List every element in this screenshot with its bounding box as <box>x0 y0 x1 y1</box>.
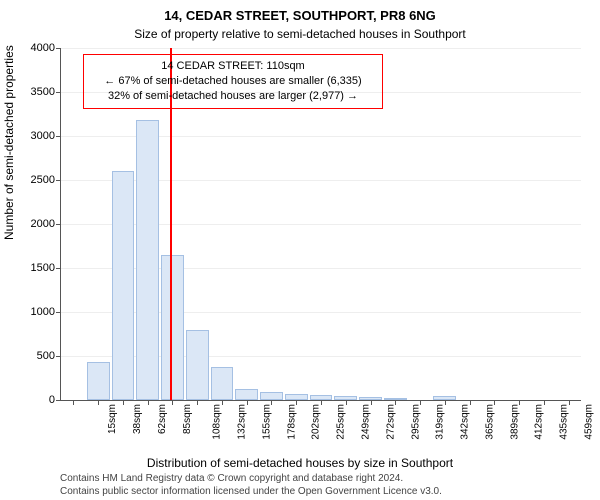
chart-subtitle: Size of property relative to semi-detach… <box>0 27 600 41</box>
x-tick-mark <box>519 400 520 405</box>
annotation-line: 32% of semi-detached houses are larger (… <box>92 89 374 104</box>
credits-line: Contains HM Land Registry data © Crown c… <box>60 473 442 486</box>
histogram-bar <box>87 362 110 400</box>
annotation-line: ← 67% of semi-detached houses are smalle… <box>92 74 374 89</box>
x-tick-label: 342sqm <box>460 404 471 440</box>
property-size-histogram: 14, CEDAR STREET, SOUTHPORT, PR8 6NG Siz… <box>0 0 600 500</box>
x-tick-label: 85sqm <box>182 404 193 434</box>
x-tick-mark <box>197 400 198 405</box>
x-tick-mark <box>569 400 570 405</box>
x-tick-label: 459sqm <box>583 404 594 440</box>
y-tick-label: 0 <box>49 394 55 406</box>
x-tick-mark <box>371 400 372 405</box>
x-tick-label: 435sqm <box>559 404 570 440</box>
histogram-bar <box>235 389 258 400</box>
annotation-box: 14 CEDAR STREET: 110sqm← 67% of semi-det… <box>83 54 383 109</box>
x-tick-label: 319sqm <box>435 404 446 440</box>
x-tick-mark <box>395 400 396 405</box>
x-tick-mark <box>494 400 495 405</box>
chart-title: 14, CEDAR STREET, SOUTHPORT, PR8 6NG <box>0 8 600 23</box>
x-tick-label: 249sqm <box>361 404 372 440</box>
x-tick-mark <box>321 400 322 405</box>
x-tick-label: 178sqm <box>286 404 297 440</box>
x-tick-mark <box>271 400 272 405</box>
x-tick-mark <box>98 400 99 405</box>
x-tick-mark <box>470 400 471 405</box>
x-tick-mark <box>420 400 421 405</box>
y-tick-mark <box>56 48 61 49</box>
x-tick-label: 365sqm <box>484 404 495 440</box>
x-tick-label: 38sqm <box>132 404 143 434</box>
x-tick-mark <box>172 400 173 405</box>
x-tick-label: 225sqm <box>336 404 347 440</box>
y-tick-mark <box>56 268 61 269</box>
histogram-bar <box>112 171 135 400</box>
x-tick-label: 272sqm <box>385 404 396 440</box>
y-tick-label: 500 <box>37 350 55 362</box>
x-tick-mark <box>296 400 297 405</box>
x-tick-label: 62sqm <box>157 404 168 434</box>
y-tick-label: 2500 <box>31 174 55 186</box>
histogram-bar <box>161 255 184 400</box>
x-axis-label: Distribution of semi-detached houses by … <box>0 456 600 470</box>
y-tick-mark <box>56 180 61 181</box>
plot-area: 0500100015002000250030003500400015sqm38s… <box>60 48 581 401</box>
y-tick-mark <box>56 224 61 225</box>
y-tick-label: 1000 <box>31 306 55 318</box>
credits-line: Contains public sector information licen… <box>60 486 442 499</box>
y-axis-label: Number of semi-detached properties <box>2 45 16 240</box>
x-tick-mark <box>222 400 223 405</box>
x-tick-mark <box>148 400 149 405</box>
x-tick-mark <box>123 400 124 405</box>
annotation-line: 14 CEDAR STREET: 110sqm <box>92 59 374 74</box>
y-tick-label: 4000 <box>31 42 55 54</box>
x-tick-label: 108sqm <box>212 404 223 440</box>
y-tick-label: 3000 <box>31 130 55 142</box>
chart-credits: Contains HM Land Registry data © Crown c… <box>60 473 442 498</box>
y-tick-mark <box>56 356 61 357</box>
x-tick-label: 132sqm <box>237 404 248 440</box>
x-tick-label: 15sqm <box>107 404 118 434</box>
histogram-bar <box>136 120 159 400</box>
y-tick-label: 1500 <box>31 262 55 274</box>
y-tick-mark <box>56 312 61 313</box>
y-tick-label: 3500 <box>31 86 55 98</box>
y-tick-mark <box>56 400 61 401</box>
x-tick-mark <box>247 400 248 405</box>
x-tick-mark <box>73 400 74 405</box>
x-tick-mark <box>445 400 446 405</box>
x-tick-label: 155sqm <box>262 404 273 440</box>
x-tick-label: 295sqm <box>410 404 421 440</box>
x-tick-label: 412sqm <box>534 404 545 440</box>
histogram-bar <box>260 392 283 400</box>
x-tick-label: 202sqm <box>311 404 322 440</box>
x-tick-mark <box>346 400 347 405</box>
y-tick-mark <box>56 136 61 137</box>
grid-line <box>61 48 581 49</box>
x-tick-mark <box>544 400 545 405</box>
y-tick-label: 2000 <box>31 218 55 230</box>
x-tick-label: 389sqm <box>509 404 520 440</box>
histogram-bar <box>211 367 234 400</box>
histogram-bar <box>186 330 209 400</box>
y-tick-mark <box>56 92 61 93</box>
